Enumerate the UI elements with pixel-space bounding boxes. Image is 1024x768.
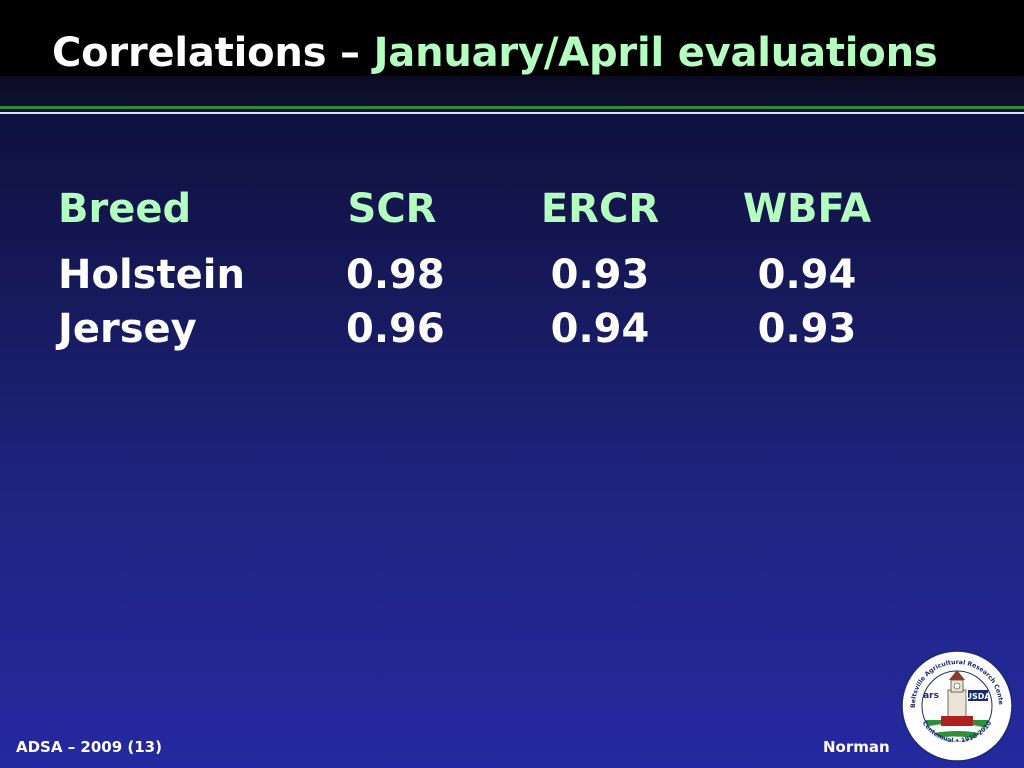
title-prefix: Correlations	[52, 30, 327, 76]
row-scr-cell: 0.98	[346, 252, 445, 298]
row-scr-cell: 0.96	[346, 306, 445, 352]
table-header-row: Breed SCR ERCR WBFA	[58, 186, 958, 252]
table-row: Jersey 0.96 0.94 0.93	[58, 306, 958, 360]
table-row: Holstein 0.98 0.93 0.94	[58, 252, 958, 306]
header-scr: SCR	[347, 186, 437, 232]
divider-white	[0, 112, 1024, 114]
title-bar-shade	[0, 76, 1024, 106]
row-breed-cell: Jersey	[58, 306, 197, 352]
slide-title: Correlations – January/April evaluations	[52, 30, 938, 76]
title-bar	[0, 0, 1024, 106]
header-breed: Breed	[58, 186, 192, 232]
ars-wordmark: ars	[923, 691, 939, 701]
title-accent: January/April evaluations	[373, 30, 938, 76]
correlation-table: Breed SCR ERCR WBFA Holstein 0.98 0.93 0…	[58, 186, 958, 360]
row-breed-cell: Holstein	[58, 252, 245, 298]
usda-badge	[968, 690, 988, 701]
footer-author: Norman	[823, 738, 890, 756]
barc-centennial-logo: Beltsville Agricultural Research Center …	[901, 650, 1013, 762]
row-wbfa-cell: 0.93	[757, 306, 857, 352]
row-wbfa-cell: 0.94	[757, 252, 857, 298]
divider-green	[0, 106, 1024, 109]
title-dash: –	[326, 30, 374, 76]
header-wbfa: WBFA	[742, 186, 872, 232]
row-ercr-cell: 0.94	[550, 306, 650, 352]
footer-citation: ADSA – 2009 (13)	[16, 738, 162, 756]
usda-wordmark: USDA	[965, 692, 991, 701]
header-ercr: ERCR	[540, 186, 660, 232]
row-ercr-cell: 0.93	[550, 252, 650, 298]
